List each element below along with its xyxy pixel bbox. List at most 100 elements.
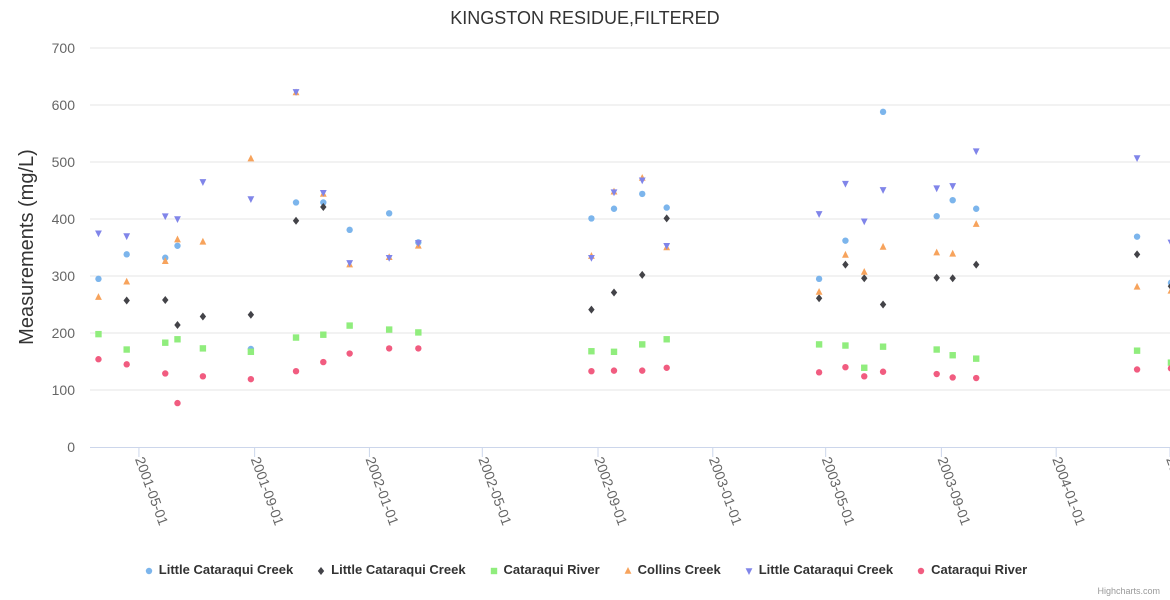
data-point[interactable]: Cataraqui River: 2001-07-08, 124	[199, 373, 207, 380]
data-point[interactable]: Cataraqui River: 2002-11-13, 139	[663, 364, 670, 371]
data-point[interactable]: Collins Creek: 2004-05-02, 274	[1167, 287, 1170, 294]
data-point[interactable]: Little Cataraqui Creek: 2001-04-18, 257	[123, 296, 130, 305]
data-point[interactable]: Collins Creek: 2003-07-01, 351	[879, 242, 887, 250]
data-point[interactable]: Cataraqui River: 2001-11-13, 149	[320, 358, 327, 366]
data-point[interactable]: Little Cataraqui Creek: 2003-08-27, 405	[933, 212, 940, 220]
data-point[interactable]: Little Cataraqui Creek: 2003-10-08, 320	[973, 260, 980, 269]
data-point[interactable]: Little Cataraqui Creek: 2001-10-15, 429	[292, 199, 300, 206]
data-point[interactable]: Little Cataraqui Creek: 2002-11-13, 401	[663, 214, 670, 223]
data-point[interactable]: Cataraqui River: 2001-11-13, 197	[320, 331, 327, 338]
data-point[interactable]: Collins Creek: 2003-10-08, 391	[972, 220, 980, 227]
legend-item[interactable]: Little Cataraqui Creek	[143, 562, 293, 577]
data-point[interactable]: Collins Creek: 2001-08-28, 506	[247, 154, 255, 162]
data-point[interactable]: Little Cataraqui Creek: 2002-08-25, 401	[588, 215, 595, 222]
data-point[interactable]: Cataraqui River: 2003-10-08, 121	[973, 374, 980, 382]
data-point[interactable]: Cataraqui River: 2003-10-08, 155	[973, 355, 980, 362]
data-point[interactable]: Little Cataraqui Creek: 2002-01-22, 410	[385, 210, 393, 217]
data-point[interactable]: Little Cataraqui Creek: 2001-03-19, 375	[95, 230, 102, 238]
data-point[interactable]: Collins Creek: 2003-04-24, 272	[815, 287, 823, 295]
data-point[interactable]: Little Cataraqui Creek: 2003-08-27, 454	[933, 185, 941, 193]
data-point[interactable]: Little Cataraqui Creek: 2003-04-24, 295	[815, 275, 823, 283]
data-point[interactable]: Collins Creek: 2001-05-29, 326	[161, 257, 169, 264]
data-point[interactable]: Little Cataraqui Creek: 2001-11-13, 429	[320, 199, 327, 206]
data-point[interactable]: Little Cataraqui Creek: 2003-10-08, 519	[972, 148, 980, 156]
data-point[interactable]: Little Cataraqui Creek: 2003-06-11, 396	[860, 218, 868, 226]
legend-item[interactable]: Cataraqui River	[915, 562, 1027, 577]
data-point[interactable]: Collins Creek: 2004-03-27, 281	[1133, 282, 1141, 290]
data-point[interactable]: Cataraqui River: 2004-05-02, 148	[1167, 359, 1170, 366]
data-point[interactable]: Cataraqui River: 2003-05-22, 140	[842, 364, 849, 371]
data-point[interactable]: Collins Creek: 2001-06-11, 364	[174, 235, 181, 243]
data-point[interactable]: Little Cataraqui Creek: 2002-08-25, 241	[588, 305, 595, 314]
data-point[interactable]: Cataraqui River: 2001-08-28, 119	[247, 375, 255, 383]
data-point[interactable]: Little Cataraqui Creek: 2001-06-11, 214	[174, 321, 181, 330]
data-point[interactable]: Cataraqui River: 2003-04-24, 131	[815, 369, 823, 376]
data-point[interactable]: Cataraqui River: 2001-08-28, 167	[247, 348, 255, 356]
data-point[interactable]: Cataraqui River: 2003-06-11, 124	[861, 373, 868, 380]
data-point[interactable]: Cataraqui River: 2001-12-11, 213	[346, 322, 353, 329]
data-point[interactable]: Little Cataraqui Creek: 2004-03-27, 369	[1133, 233, 1141, 240]
data-point[interactable]: Little Cataraqui Creek: 2003-10-08, 418	[973, 205, 980, 212]
data-point[interactable]: Little Cataraqui Creek: 2003-07-01, 451	[879, 187, 887, 194]
data-point[interactable]: Cataraqui River: 2001-04-18, 145	[123, 361, 130, 368]
data-point[interactable]: Cataraqui River: 2001-07-08, 173	[199, 345, 207, 352]
data-point[interactable]: Little Cataraqui Creek: 2004-05-02, 359	[1167, 239, 1170, 247]
data-point[interactable]: Cataraqui River: 2001-10-15, 192	[292, 334, 300, 341]
data-point[interactable]: Little Cataraqui Creek: 2003-04-24, 261	[815, 294, 823, 303]
data-point[interactable]: Cataraqui River: 2001-12-11, 164	[346, 350, 353, 357]
data-point[interactable]: Cataraqui River: 2002-01-22, 173	[385, 345, 393, 352]
data-point[interactable]: Cataraqui River: 2003-04-24, 180	[815, 341, 823, 348]
data-point[interactable]: Little Cataraqui Creek: 2004-03-27, 338	[1133, 250, 1141, 259]
legend-item[interactable]: Little Cataraqui Creek	[315, 562, 466, 577]
data-point[interactable]: Little Cataraqui Creek: 2001-11-13, 421	[320, 203, 327, 212]
data-point[interactable]: Collins Creek: 2003-09-13, 339	[949, 249, 957, 257]
data-point[interactable]: Cataraqui River: 2002-01-22, 206	[385, 326, 393, 333]
data-point[interactable]: Little Cataraqui Creek: 2002-10-18, 444	[639, 190, 646, 198]
data-point[interactable]: Cataraqui River: 2002-10-18, 134	[639, 367, 646, 374]
data-point[interactable]: Cataraqui River: 2004-03-27, 136	[1133, 366, 1141, 373]
data-point[interactable]: Collins Creek: 2001-03-19, 263	[95, 293, 102, 300]
data-point[interactable]: Cataraqui River: 2004-03-27, 169	[1133, 347, 1141, 354]
data-point[interactable]: Cataraqui River: 2002-02-22, 173	[415, 345, 422, 352]
data-point[interactable]: Little Cataraqui Creek: 2003-06-11, 296	[861, 274, 868, 283]
data-point[interactable]: Little Cataraqui Creek: 2002-09-18, 447	[610, 189, 618, 197]
data-point[interactable]: Little Cataraqui Creek: 2002-11-13, 353	[663, 242, 671, 250]
credits-link[interactable]: Highcharts.com	[1097, 586, 1160, 596]
data-point[interactable]: Little Cataraqui Creek: 2004-03-27, 507	[1133, 155, 1141, 163]
data-point[interactable]: Little Cataraqui Creek: 2001-12-11, 381	[346, 226, 353, 234]
data-point[interactable]: Little Cataraqui Creek: 2001-10-15, 397	[292, 216, 300, 225]
data-point[interactable]: Little Cataraqui Creek: 2001-10-15, 623	[292, 89, 300, 96]
data-point[interactable]: Cataraqui River: 2001-10-15, 133	[292, 367, 300, 375]
data-point[interactable]: Cataraqui River: 2003-09-13, 122	[949, 374, 956, 381]
data-point[interactable]: Cataraqui River: 2002-09-18, 167	[610, 348, 618, 356]
data-point[interactable]: Little Cataraqui Creek: 2003-09-13, 296	[949, 274, 956, 283]
data-point[interactable]: Cataraqui River: 2002-09-18, 134	[610, 367, 618, 374]
data-point[interactable]: Cataraqui River: 2003-09-13, 161	[949, 352, 956, 359]
data-point[interactable]: Little Cataraqui Creek: 2003-09-13, 433	[949, 196, 956, 204]
legend-item[interactable]: Little Cataraqui Creek	[743, 562, 893, 577]
data-point[interactable]: Cataraqui River: 2002-08-25, 133	[588, 367, 595, 375]
data-point[interactable]: Cataraqui River: 2003-08-27, 128	[933, 370, 940, 378]
data-point[interactable]: Cataraqui River: 2003-06-11, 139	[861, 364, 868, 371]
legend-item[interactable]: Cataraqui River	[488, 562, 600, 577]
data-point[interactable]: Collins Creek: 2003-05-22, 337	[842, 250, 849, 258]
data-point[interactable]: Little Cataraqui Creek: 2001-08-28, 435	[247, 196, 255, 204]
data-point[interactable]: Little Cataraqui Creek: 2001-06-11, 400	[174, 216, 181, 223]
data-point[interactable]: Little Cataraqui Creek: 2004-05-02, 282	[1167, 282, 1170, 290]
data-point[interactable]: Collins Creek: 2003-08-27, 341	[933, 248, 941, 256]
data-point[interactable]: Cataraqui River: 2002-02-22, 201	[415, 329, 422, 336]
data-point[interactable]: Little Cataraqui Creek: 2001-04-18, 370	[123, 233, 131, 241]
data-point[interactable]: Cataraqui River: 2001-03-19, 198	[95, 330, 102, 338]
data-point[interactable]: Cataraqui River: 2003-07-01, 176	[879, 343, 887, 350]
data-point[interactable]: Cataraqui River: 2004-05-02, 138	[1167, 365, 1170, 372]
legend-item[interactable]: Collins Creek	[622, 562, 721, 577]
data-point[interactable]: Little Cataraqui Creek: 2003-08-27, 297	[933, 273, 940, 282]
data-point[interactable]: Little Cataraqui Creek: 2001-04-18, 338	[123, 251, 130, 258]
data-point[interactable]: Little Cataraqui Creek: 2003-05-22, 462	[842, 180, 849, 188]
data-point[interactable]: Little Cataraqui Creek: 2001-05-29, 405	[161, 213, 169, 221]
data-point[interactable]: Little Cataraqui Creek: 2001-07-08, 229	[199, 312, 207, 321]
data-point[interactable]: Collins Creek: 2001-07-08, 360	[199, 237, 207, 245]
data-point[interactable]: Little Cataraqui Creek: 2003-04-24, 409	[815, 211, 823, 218]
data-point[interactable]: Little Cataraqui Creek: 2001-05-29, 258	[162, 295, 169, 304]
data-point[interactable]: Cataraqui River: 2001-06-11, 189	[174, 336, 181, 343]
